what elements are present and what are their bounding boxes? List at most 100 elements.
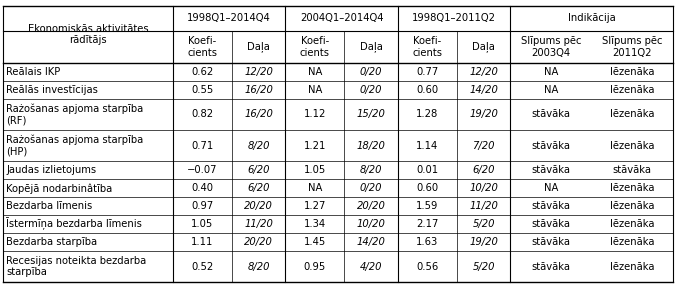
Text: Bezdarba līmenis: Bezdarba līmenis bbox=[6, 201, 93, 211]
Text: 0.62: 0.62 bbox=[191, 67, 214, 77]
Text: 12/20: 12/20 bbox=[244, 67, 273, 77]
Text: Rażošanas apjoma starpība
(RF): Rażošanas apjoma starpība (RF) bbox=[6, 103, 143, 126]
Text: 2.17: 2.17 bbox=[416, 219, 439, 229]
Text: 8/20: 8/20 bbox=[247, 141, 270, 151]
Text: 0.82: 0.82 bbox=[191, 109, 213, 120]
Text: 18/20: 18/20 bbox=[357, 141, 385, 151]
Text: 1.27: 1.27 bbox=[304, 201, 326, 211]
Text: 10/20: 10/20 bbox=[357, 219, 385, 229]
Text: lēzenāka: lēzenāka bbox=[610, 237, 654, 247]
Text: 1998Q1–2014Q4: 1998Q1–2014Q4 bbox=[187, 13, 271, 23]
Text: 6/20: 6/20 bbox=[247, 183, 270, 193]
Text: 0.71: 0.71 bbox=[191, 141, 214, 151]
Text: Ekonomiskās aktivitātes
rādītājs: Ekonomiskās aktivitātes rādītājs bbox=[28, 24, 148, 45]
Text: 0.95: 0.95 bbox=[304, 262, 326, 272]
Text: 19/20: 19/20 bbox=[469, 237, 498, 247]
Text: 16/20: 16/20 bbox=[244, 85, 273, 95]
Text: 1998Q1–2011Q2: 1998Q1–2011Q2 bbox=[412, 13, 496, 23]
Text: Daļa: Daļa bbox=[360, 41, 383, 52]
Text: 20/20: 20/20 bbox=[244, 201, 273, 211]
Text: Koefi-
cients: Koefi- cients bbox=[187, 36, 217, 58]
Text: 4/20: 4/20 bbox=[360, 262, 383, 272]
Text: Recesijas noteikta bezdarba
starpība: Recesijas noteikta bezdarba starpība bbox=[6, 256, 146, 277]
Text: Slīpums pēc
2011Q2: Slīpums pēc 2011Q2 bbox=[602, 36, 662, 58]
Text: NA: NA bbox=[308, 183, 322, 193]
Text: Koefi-
cients: Koefi- cients bbox=[412, 36, 442, 58]
Text: 2004Q1–2014Q4: 2004Q1–2014Q4 bbox=[299, 13, 383, 23]
Text: stāvāka: stāvāka bbox=[531, 201, 571, 211]
Text: 0/20: 0/20 bbox=[360, 85, 383, 95]
Text: 16/20: 16/20 bbox=[244, 109, 273, 120]
Text: Reālās investīcijas: Reālās investīcijas bbox=[6, 85, 98, 95]
Text: 1.05: 1.05 bbox=[304, 165, 326, 175]
Text: 1.05: 1.05 bbox=[191, 219, 214, 229]
Text: 5/20: 5/20 bbox=[473, 219, 495, 229]
Text: 12/20: 12/20 bbox=[469, 67, 498, 77]
Text: 1.34: 1.34 bbox=[304, 219, 326, 229]
Text: stāvāka: stāvāka bbox=[531, 237, 571, 247]
Text: 0.55: 0.55 bbox=[191, 85, 214, 95]
Text: Rażošanas apjoma starpība
(HP): Rażošanas apjoma starpība (HP) bbox=[6, 135, 143, 157]
Text: NA: NA bbox=[544, 67, 558, 77]
Text: stāvāka: stāvāka bbox=[531, 109, 571, 120]
Text: NA: NA bbox=[544, 183, 558, 193]
Text: 0/20: 0/20 bbox=[360, 67, 383, 77]
Text: 0.77: 0.77 bbox=[416, 67, 439, 77]
Text: 1.21: 1.21 bbox=[304, 141, 326, 151]
Text: NA: NA bbox=[308, 85, 322, 95]
Text: Daļa: Daļa bbox=[247, 41, 270, 52]
Text: 1.12: 1.12 bbox=[304, 109, 326, 120]
Text: 1.11: 1.11 bbox=[191, 237, 214, 247]
Text: Bezdarba starpība: Bezdarba starpība bbox=[6, 237, 97, 247]
Text: lēzenāka: lēzenāka bbox=[610, 183, 654, 193]
Text: 0.60: 0.60 bbox=[416, 183, 439, 193]
Text: 11/20: 11/20 bbox=[469, 201, 498, 211]
Text: stāvāka: stāvāka bbox=[531, 219, 571, 229]
Text: lēzenāka: lēzenāka bbox=[610, 262, 654, 272]
Text: 0/20: 0/20 bbox=[360, 183, 383, 193]
Text: NA: NA bbox=[308, 67, 322, 77]
Text: Slīpums pēc
2003Q4: Slīpums pēc 2003Q4 bbox=[521, 36, 581, 58]
Text: 1.28: 1.28 bbox=[416, 109, 439, 120]
Text: lēzenāka: lēzenāka bbox=[610, 201, 654, 211]
Text: 15/20: 15/20 bbox=[357, 109, 385, 120]
Text: 14/20: 14/20 bbox=[469, 85, 498, 95]
Text: stāvāka: stāvāka bbox=[612, 165, 652, 175]
Text: 1.45: 1.45 bbox=[304, 237, 326, 247]
Text: 1.59: 1.59 bbox=[416, 201, 439, 211]
Text: lēzenāka: lēzenāka bbox=[610, 219, 654, 229]
Text: Reālais IKP: Reālais IKP bbox=[6, 67, 60, 77]
Text: 0.56: 0.56 bbox=[416, 262, 439, 272]
Text: 20/20: 20/20 bbox=[244, 237, 273, 247]
Text: lēzenāka: lēzenāka bbox=[610, 141, 654, 151]
Text: Kopējā nodarbinâtība: Kopējā nodarbinâtība bbox=[6, 183, 112, 194]
Text: 0.60: 0.60 bbox=[416, 85, 439, 95]
Text: 1.63: 1.63 bbox=[416, 237, 439, 247]
Text: 0.97: 0.97 bbox=[191, 201, 214, 211]
Text: Jaudas izlietojums: Jaudas izlietojums bbox=[6, 165, 96, 175]
Text: 8/20: 8/20 bbox=[360, 165, 383, 175]
Text: 5/20: 5/20 bbox=[473, 262, 495, 272]
Text: 8/20: 8/20 bbox=[247, 262, 270, 272]
Text: Daļa: Daļa bbox=[473, 41, 495, 52]
Text: Indikācija: Indikācija bbox=[568, 13, 615, 23]
Text: lēzenāka: lēzenāka bbox=[610, 85, 654, 95]
Text: 14/20: 14/20 bbox=[357, 237, 385, 247]
Text: 6/20: 6/20 bbox=[247, 165, 270, 175]
Text: stāvāka: stāvāka bbox=[531, 141, 571, 151]
Text: 6/20: 6/20 bbox=[473, 165, 495, 175]
Text: Koefi-
cients: Koefi- cients bbox=[299, 36, 330, 58]
Text: 0.52: 0.52 bbox=[191, 262, 214, 272]
Text: 1.14: 1.14 bbox=[416, 141, 439, 151]
Text: lēzenāka: lēzenāka bbox=[610, 109, 654, 120]
Text: lēzenāka: lēzenāka bbox=[610, 67, 654, 77]
Text: 10/20: 10/20 bbox=[469, 183, 498, 193]
Text: 19/20: 19/20 bbox=[469, 109, 498, 120]
Text: NA: NA bbox=[544, 85, 558, 95]
Text: stāvāka: stāvāka bbox=[531, 165, 571, 175]
Text: 11/20: 11/20 bbox=[244, 219, 273, 229]
Text: 7/20: 7/20 bbox=[473, 141, 495, 151]
Text: 0.40: 0.40 bbox=[191, 183, 213, 193]
Text: Īstermīņa bezdarba līmenis: Īstermīņa bezdarba līmenis bbox=[6, 218, 142, 230]
Text: stāvāka: stāvāka bbox=[531, 262, 571, 272]
